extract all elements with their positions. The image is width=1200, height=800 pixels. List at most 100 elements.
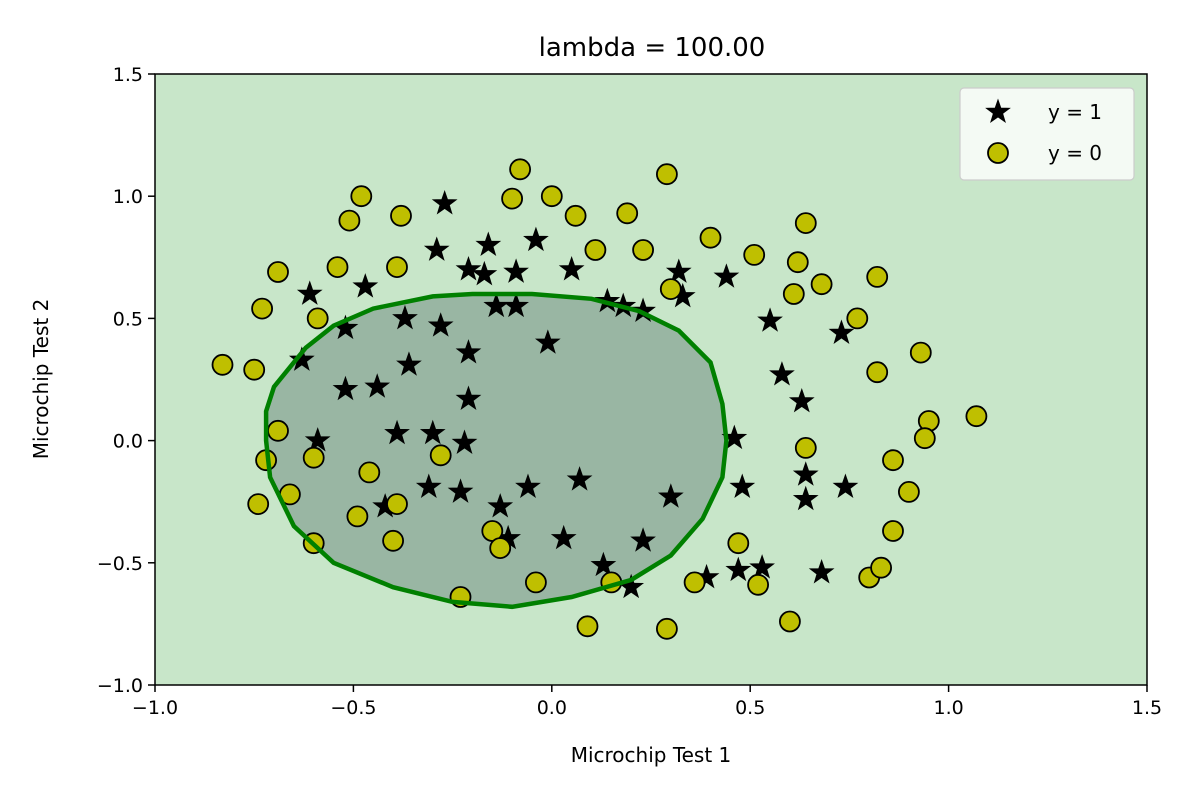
data-point-negative [386, 256, 408, 279]
data-point-negative [913, 427, 936, 450]
data-point-positive [657, 483, 684, 508]
data-point-positive [515, 473, 541, 498]
data-point-negative [866, 361, 889, 384]
legend: y = 1 y = 0 [959, 87, 1135, 181]
data-point-negative [326, 256, 349, 279]
data-point-negative [386, 493, 408, 516]
data-point-positive [550, 524, 577, 550]
data-point-negative [632, 239, 654, 261]
data-point-negative [429, 444, 452, 467]
legend-label-negative: y = 0 [1048, 141, 1102, 165]
legend-box [959, 87, 1135, 181]
data-point-negative [390, 204, 412, 227]
data-point-negative [338, 209, 361, 232]
data-point-positive [471, 260, 498, 286]
data-point-negative [699, 226, 722, 249]
data-point-positive [288, 346, 315, 371]
data-point-positive [332, 375, 359, 401]
data-point-positive [725, 556, 752, 582]
data-point-positive [566, 466, 593, 491]
data-point-positive [749, 554, 775, 579]
data-point-negative [267, 419, 289, 442]
x-tick-label: −1.0 [132, 697, 178, 719]
data-point-negative [509, 158, 531, 181]
x-tick-label: 0.0 [537, 697, 567, 719]
data-point-positive [729, 473, 756, 498]
data-point-positive [792, 461, 819, 486]
data-point-negative [247, 493, 270, 516]
data-point-positive [792, 485, 819, 511]
data-point-positive [392, 304, 418, 330]
data-point-negative [747, 573, 769, 596]
plot-frame [154, 73, 1148, 686]
decision-boundary-line [263, 291, 729, 610]
data-point-negative [211, 353, 234, 376]
x-axis-label: Microchip Test 1 [571, 743, 732, 767]
data-point-negative [727, 532, 750, 555]
data-point-negative [656, 617, 678, 640]
data-point-positive [475, 231, 502, 257]
data-point-positive [808, 559, 835, 584]
data-point-negative [870, 556, 892, 579]
y-tick-label: −1.0 [97, 675, 143, 697]
data-point-negative [251, 297, 274, 320]
data-point-positive [713, 263, 740, 288]
data-point-positive [630, 527, 656, 552]
data-point-positive [630, 297, 656, 323]
data-point-negative [525, 571, 547, 594]
x-tick-label: 0.5 [735, 697, 765, 719]
data-point-negative [656, 163, 678, 186]
data-point-negative [302, 446, 325, 469]
legend-star-icon [985, 98, 1011, 123]
data-point-negative [350, 185, 373, 208]
data-point-positive [594, 287, 621, 313]
data-point-positive [757, 307, 783, 332]
legend-label-positive: y = 1 [1048, 100, 1102, 124]
chart-title: lambda = 100.00 [539, 33, 766, 63]
y-axis: −1.0 −0.5 0.0 0.5 1.0 1.5 [97, 64, 155, 697]
data-point-positive [396, 351, 422, 376]
x-axis: −1.0 −0.5 0.0 0.5 1.0 1.5 [132, 685, 1162, 719]
data-point-positive [503, 258, 529, 283]
y-tick-label: 1.5 [113, 64, 143, 86]
data-point-negative [576, 615, 599, 638]
data-point-negative [683, 571, 706, 594]
data-point-positive [427, 312, 454, 337]
data-point-negative [564, 204, 587, 227]
data-point-positive [415, 473, 442, 498]
data-point-positive [828, 319, 855, 345]
data-point-positive [832, 473, 859, 498]
data-point-positive [534, 329, 561, 354]
data-point-negative [866, 265, 889, 288]
data-point-negative [794, 436, 817, 459]
data-point-positive [523, 226, 549, 252]
y-tick-label: 0.0 [113, 431, 143, 453]
data-point-positive [384, 419, 410, 445]
data-point-positive [769, 361, 795, 386]
x-tick-label: 1.5 [1132, 697, 1162, 719]
data-point-negative [346, 505, 369, 528]
data-point-negative [584, 239, 607, 261]
data-point-negative [382, 529, 405, 552]
data-point-positive [304, 427, 331, 452]
data-point-negative [898, 480, 920, 503]
data-point-negative [243, 358, 266, 381]
data-point-positive [419, 419, 446, 445]
data-point-negative [846, 307, 869, 330]
x-tick-label: −0.5 [330, 697, 376, 719]
data-point-positive [455, 339, 482, 364]
data-point-negative [909, 341, 932, 364]
data-point-positive [590, 551, 617, 577]
data-point-positive [451, 429, 478, 454]
marker-layer [211, 158, 988, 640]
data-point-positive [665, 258, 692, 283]
y-tick-label: 1.0 [113, 186, 143, 208]
data-point-negative [794, 212, 817, 235]
data-point-positive [423, 236, 450, 261]
data-point-negative [882, 520, 904, 542]
legend-circle-icon [987, 142, 1009, 164]
y-axis-label: Microchip Test 2 [29, 299, 53, 460]
decision-region [266, 294, 727, 607]
data-point-positive [296, 280, 323, 305]
